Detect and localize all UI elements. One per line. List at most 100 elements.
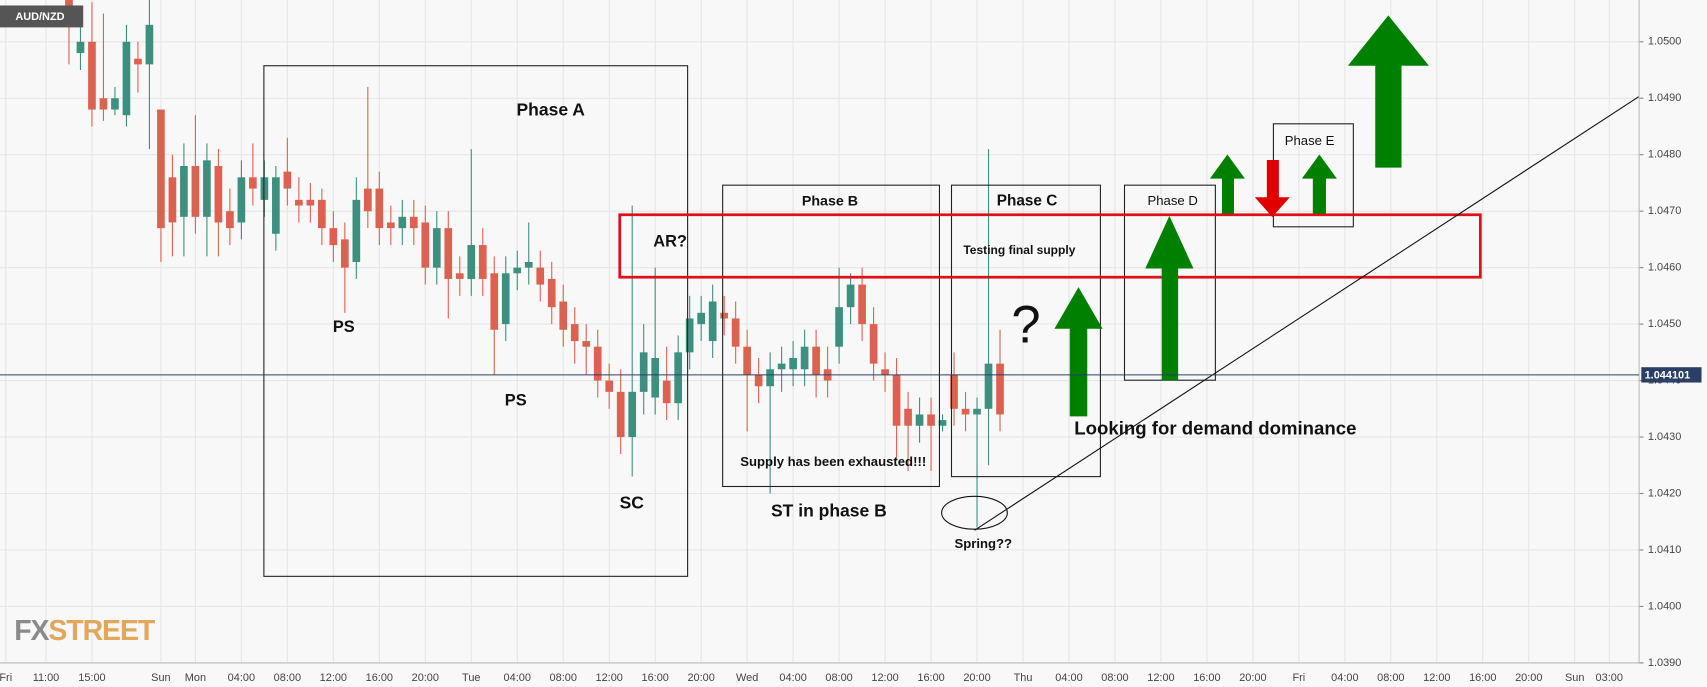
candle-body (616, 391, 625, 438)
x-tick-label: Tue (462, 672, 480, 684)
x-tick-label: Mon (185, 672, 206, 684)
arrow-down (1254, 159, 1290, 217)
y-tick-label: 1.0470 (1648, 205, 1681, 217)
y-tick-label: 1.0420 (1648, 487, 1681, 499)
candle-body (789, 357, 797, 370)
x-tick-label: 12:00 (1147, 672, 1174, 684)
x-tick-label: 16:00 (1193, 672, 1220, 684)
candle-body (363, 188, 372, 212)
x-tick-label: 16:00 (917, 672, 944, 684)
annotation: ST in phase B (771, 500, 887, 520)
candle-body (432, 228, 441, 268)
x-tick-label: 03:00 (1596, 672, 1623, 684)
annotation: Phase B (802, 193, 858, 209)
annotation: Testing final supply (963, 243, 1075, 257)
arrow-up (1209, 154, 1245, 214)
candle-body (547, 278, 556, 308)
candle-body (754, 374, 763, 387)
candle-body (973, 408, 981, 415)
candle-body (88, 41, 96, 110)
x-tick-label: Thu (1014, 672, 1033, 684)
logo-street: STREET (48, 615, 155, 647)
phase-a-box (263, 65, 689, 577)
candle-body (628, 391, 637, 438)
symbol-box (0, 5, 84, 28)
candle-body (800, 346, 809, 370)
candle-body (191, 166, 200, 217)
candle-body (157, 109, 165, 229)
candle-body (697, 312, 705, 325)
annotation: Supply has been exhausted!!! (740, 454, 926, 469)
y-tick-label: 1.0400 (1648, 600, 1681, 612)
x-tick-label: 12:00 (596, 672, 623, 684)
x-tick-label: Fri (1292, 672, 1305, 684)
annotation: Looking for demand dominance (1074, 417, 1356, 438)
candle-body (536, 267, 545, 285)
candle-body (915, 414, 924, 426)
candle-body (524, 261, 533, 268)
candle-body (708, 301, 717, 342)
candle-body (145, 24, 154, 65)
candle-body (731, 318, 740, 347)
candle-body (869, 324, 878, 364)
candle-body (329, 228, 338, 246)
spring-ellipse (941, 495, 1008, 530)
candle-body (812, 346, 820, 375)
x-tick-label: 04:00 (504, 672, 531, 684)
x-tick-label: 04:00 (1055, 672, 1082, 684)
y-tick-label: 1.0430 (1648, 431, 1681, 443)
candle-body (559, 301, 568, 330)
arrow-up (1054, 287, 1103, 417)
annotation: PS (333, 318, 355, 336)
y-tick-label: 1.0490 (1648, 92, 1681, 104)
candle-body (306, 199, 315, 206)
arrow-up (1347, 15, 1429, 168)
y-tick-label: 1.0480 (1648, 149, 1681, 161)
trend-line (974, 95, 1640, 531)
x-tick-label: 20:00 (1515, 672, 1542, 684)
current-price-label: 1.044101 (1645, 369, 1691, 381)
candle-body (122, 41, 131, 116)
y-tick-label: 1.0450 (1648, 318, 1681, 330)
current-price-box (1641, 367, 1702, 383)
x-tick-label: 12:00 (871, 672, 898, 684)
x-tick-label: Sun (151, 672, 170, 684)
x-tick-label: 08:00 (1101, 672, 1128, 684)
candle-body (835, 307, 843, 347)
candle-body (226, 211, 234, 229)
candle-body (651, 357, 660, 398)
candle-body (720, 312, 728, 319)
x-tick-label: 20:00 (1239, 672, 1266, 684)
symbol: AUD/NZD (15, 11, 64, 23)
candle-body (249, 177, 257, 189)
x-tick-label: 08:00 (825, 672, 852, 684)
x-tick-label: Fri (0, 672, 12, 684)
x-tick-label: 08:00 (550, 672, 577, 684)
annotation: AR? (653, 232, 687, 250)
candle-body (570, 324, 579, 342)
annotation: Phase D (1148, 193, 1198, 208)
candle-body (605, 380, 614, 392)
candle-body (444, 228, 453, 279)
candle-body (501, 273, 510, 325)
candle-body (674, 352, 683, 404)
x-tick-label: 04:00 (1331, 672, 1358, 684)
x-tick-label: Sun (1565, 672, 1584, 684)
arrow-up (1145, 215, 1194, 381)
candle-body (398, 216, 407, 229)
candle-body (996, 363, 1004, 415)
x-tick-label: 11:00 (33, 672, 60, 684)
candle-body (214, 166, 223, 223)
candle-body (904, 408, 912, 426)
annotation: Phase C (997, 193, 1057, 210)
candle-body (582, 341, 591, 347)
candle-body (272, 177, 280, 234)
x-tick-label: 16:00 (366, 672, 393, 684)
candle-body (593, 346, 602, 381)
candle-body (134, 58, 142, 65)
candle-body (927, 414, 935, 426)
candle-body (984, 363, 993, 409)
x-tick-label: Wed (736, 672, 758, 684)
